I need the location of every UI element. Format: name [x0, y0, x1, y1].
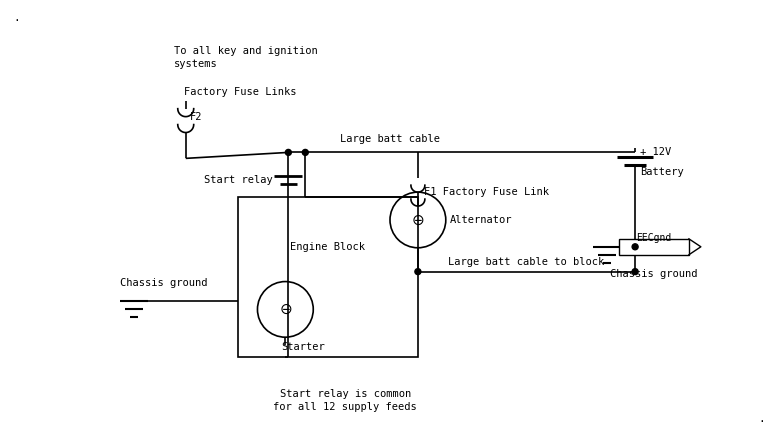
Text: F2: F2	[189, 112, 203, 122]
Text: Chassis ground: Chassis ground	[120, 278, 207, 287]
Text: Large batt cable: Large batt cable	[340, 134, 440, 145]
Text: systems: systems	[174, 59, 217, 69]
Text: for all 12 supply feeds: for all 12 supply feeds	[273, 402, 417, 412]
Bar	[619, 239, 689, 255]
Circle shape	[632, 269, 638, 275]
Text: Alternator: Alternator	[450, 215, 512, 225]
Text: EECgnd: EECgnd	[636, 233, 672, 243]
Text: .: .	[13, 13, 20, 23]
Text: Starter: Starter	[282, 342, 325, 352]
Text: Start relay: Start relay	[203, 175, 272, 185]
Circle shape	[415, 269, 421, 275]
Text: Factory Fuse Links: Factory Fuse Links	[184, 87, 296, 97]
Text: Large batt cable to block: Large batt cable to block	[449, 257, 605, 267]
Text: $\ominus$: $\ominus$	[279, 302, 292, 317]
Text: .: .	[759, 414, 765, 424]
Text: $\ominus$: $\ominus$	[411, 212, 424, 227]
Bar	[237, 197, 418, 357]
Text: Chassis ground: Chassis ground	[610, 269, 698, 279]
Circle shape	[632, 244, 638, 250]
Circle shape	[286, 149, 291, 155]
Text: F1 Factory Fuse Link: F1 Factory Fuse Link	[424, 187, 549, 197]
Text: To all key and ignition: To all key and ignition	[174, 46, 317, 56]
Text: Battery: Battery	[640, 167, 684, 177]
Text: + 12V: + 12V	[640, 148, 671, 157]
Text: Start relay is common: Start relay is common	[279, 389, 411, 399]
Circle shape	[303, 149, 308, 155]
Text: Engine Block: Engine Block	[290, 242, 365, 252]
